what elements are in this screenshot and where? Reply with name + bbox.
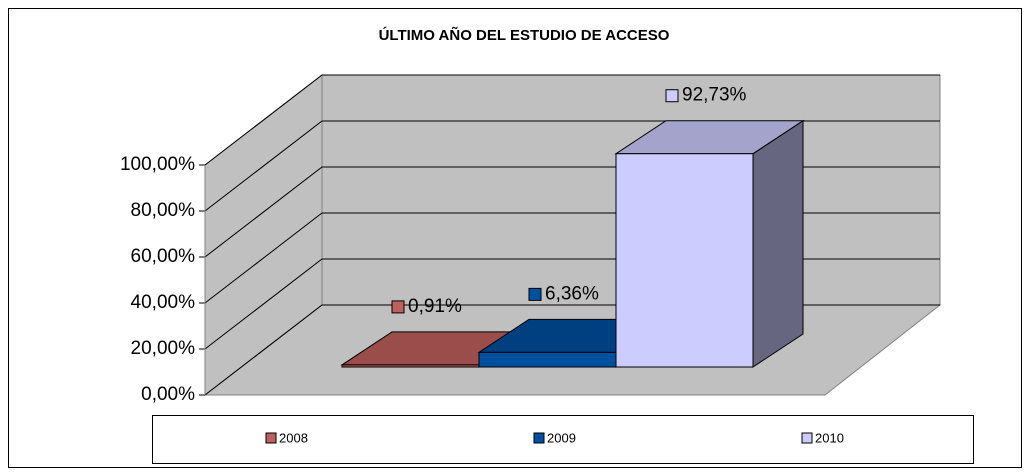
legend-label: 2008 <box>279 430 308 445</box>
bar <box>478 351 617 368</box>
data-label: 92,73% <box>682 85 747 106</box>
label-key <box>665 89 679 103</box>
y-tick-label: 20,00% <box>131 338 196 359</box>
legend-key <box>801 432 813 444</box>
chart-title: ÚLTIMO AÑO DEL ESTUDIO DE ACCESO <box>379 26 670 44</box>
y-tick-label: 60,00% <box>131 246 196 267</box>
y-tick-label: 100,00% <box>120 154 195 175</box>
bar <box>341 364 480 368</box>
data-label: 0,91% <box>408 296 462 317</box>
legend-label: 2009 <box>547 430 576 445</box>
legend-key <box>265 432 277 444</box>
legend <box>152 415 974 464</box>
bar-side <box>752 119 804 368</box>
bar <box>615 153 754 368</box>
legend-label: 2010 <box>815 430 844 445</box>
grid-line <box>204 74 940 166</box>
legend-key <box>533 432 545 444</box>
y-tick-label: 0,00% <box>141 384 195 405</box>
data-label: 6,36% <box>545 283 599 304</box>
y-tick-label: 80,00% <box>131 200 196 221</box>
label-key <box>528 287 542 301</box>
label-key <box>391 300 405 314</box>
y-tick-label: 40,00% <box>131 292 196 313</box>
